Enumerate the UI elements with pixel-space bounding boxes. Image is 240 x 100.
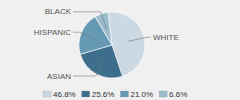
legend-swatch (43, 91, 51, 97)
leader-line (128, 37, 151, 41)
legend-item: 6.6% (159, 90, 187, 99)
legend-label: 6.6% (169, 90, 187, 99)
legend-label: 25.6% (92, 90, 115, 99)
legend-swatch (159, 91, 167, 97)
slice-label: BLACK (45, 7, 72, 16)
legend-swatch (120, 91, 128, 97)
leader-line (73, 60, 104, 76)
slice-label: HISPANIC (34, 28, 71, 37)
legend-item: 25.6% (82, 90, 115, 99)
legend: 46.8% 25.6% 21.0% 6.6% (43, 90, 187, 99)
legend-label: 21.0% (130, 90, 153, 99)
chart: WHITE ASIAN HISPANIC BLACK 46.8% 25.6% 21.0% 6.… (0, 0, 240, 100)
pie-slice (95, 12, 112, 45)
legend-label: 46.8% (53, 90, 76, 99)
leader-line (73, 32, 97, 39)
annotations: WHITE ASIAN HISPANIC BLACK (34, 7, 179, 80)
leader-line (73, 12, 107, 30)
legend-item: 46.8% (43, 90, 76, 99)
legend-item: 21.0% (120, 90, 153, 99)
slice-label: WHITE (153, 33, 179, 42)
pie (79, 12, 145, 78)
slice-label: ASIAN (47, 72, 71, 81)
legend-swatch (82, 91, 90, 97)
